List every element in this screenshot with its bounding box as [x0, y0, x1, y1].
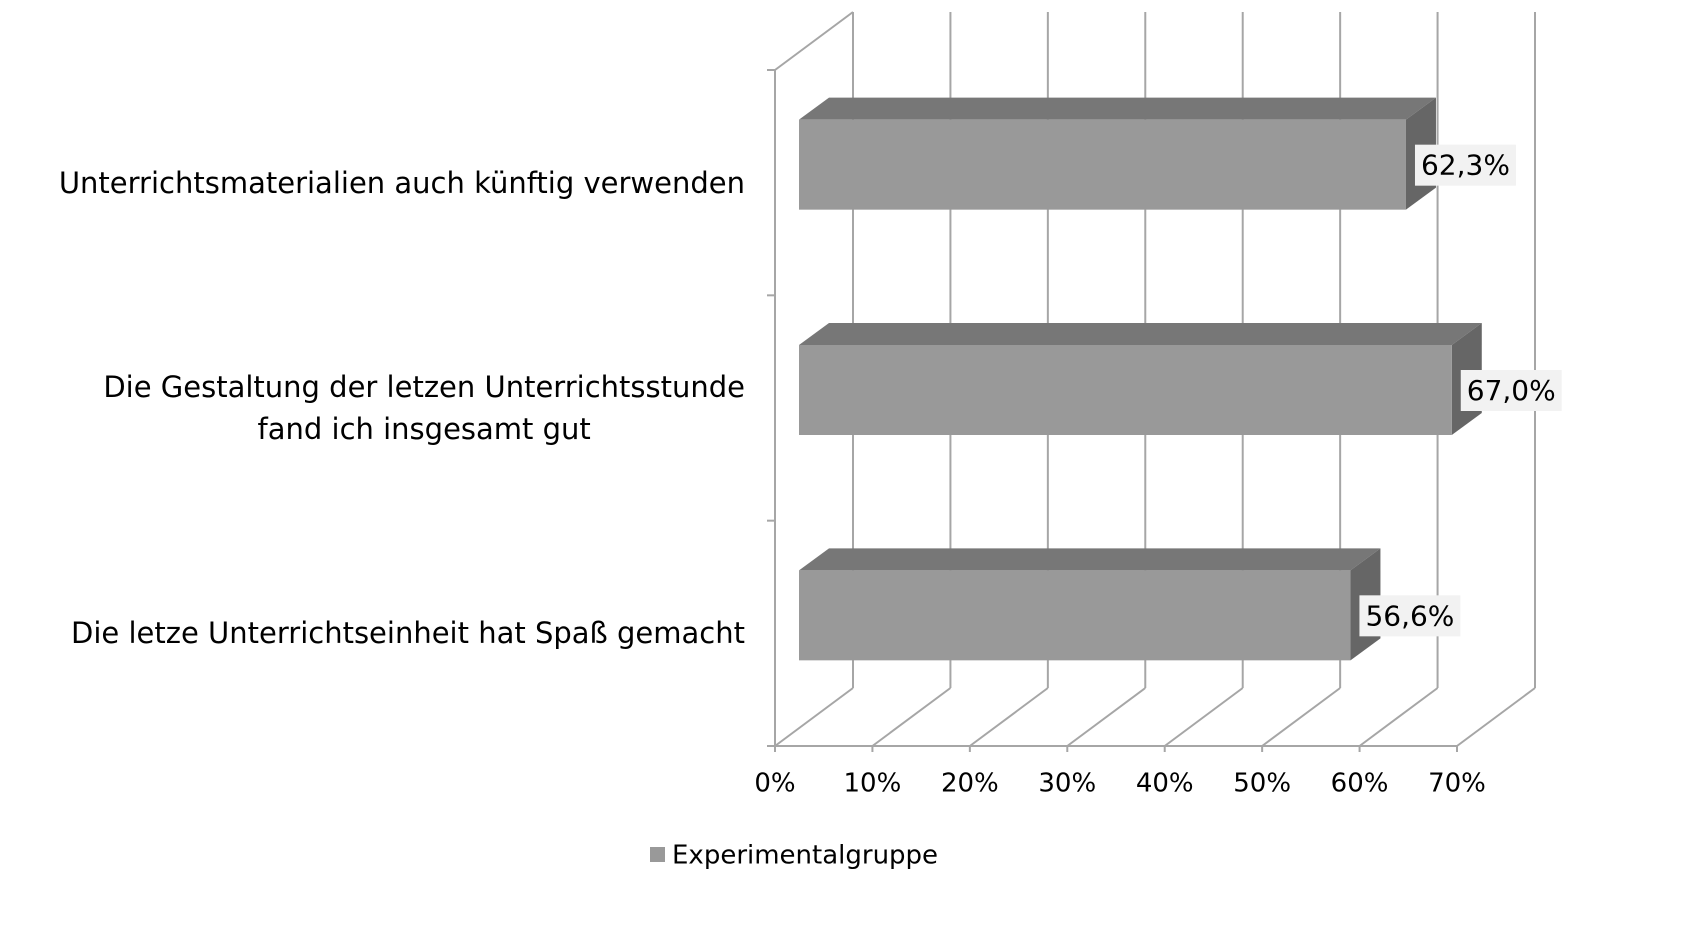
data-label-box: [1460, 370, 1562, 411]
data-label-box: [1414, 144, 1516, 186]
x-tick-label: 70%: [1428, 769, 1486, 799]
data-label-box: [1359, 595, 1461, 637]
floor-line: [871, 687, 952, 747]
bar: [799, 119, 1406, 210]
x-tick-label: 20%: [941, 769, 999, 799]
floor-line: [1066, 687, 1146, 747]
bar-top: [799, 548, 1381, 571]
legend-label: Experimentalgruppe: [672, 841, 938, 871]
floor-line: [969, 687, 1049, 747]
legend-swatch: [650, 847, 665, 862]
floor-line: [1358, 687, 1439, 747]
y-tick-label: Die Gestaltung der letzen Unterrichtsstu…: [103, 370, 745, 446]
bar-top: [799, 97, 1436, 120]
bar: [799, 345, 1452, 435]
y-tick-label: Die letze Unterrichtseinheit hat Spaß ge…: [71, 616, 745, 651]
y-tick-label: Unterrichtsmaterialien auch künftig verw…: [58, 165, 745, 200]
x-tick-label: 50%: [1233, 769, 1291, 799]
data-label: 56,6%: [1365, 599, 1454, 632]
x-tick-label: 60%: [1331, 769, 1389, 799]
floor-line: [1261, 687, 1341, 747]
x-tick-label: 30%: [1038, 769, 1096, 799]
data-label: 62,3%: [1421, 149, 1510, 182]
x-tick-label: 10%: [844, 769, 902, 799]
floor-line: [1164, 687, 1244, 747]
bar-top: [799, 323, 1482, 345]
x-tick-label: 40%: [1136, 769, 1194, 799]
wall-edge: [774, 11, 854, 71]
x-tick-label: 0%: [754, 769, 795, 799]
floor-line: [774, 687, 854, 747]
data-label: 67,0%: [1467, 374, 1556, 407]
floor-line: [1456, 687, 1536, 747]
bar: [799, 570, 1351, 661]
